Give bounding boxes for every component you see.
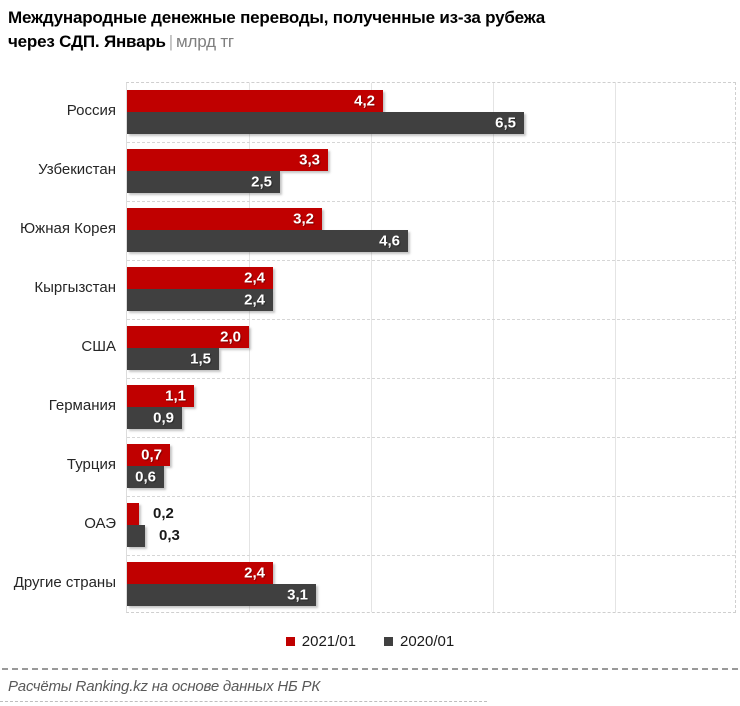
- source-note: Расчёты Ranking.kz на основе данных НБ Р…: [8, 678, 320, 695]
- value-label: 4,2: [354, 92, 375, 110]
- legend-label: 2020/01: [400, 633, 455, 650]
- chart-title-line1: Международные денежные переводы, получен…: [8, 8, 546, 27]
- category-separator-line: [127, 319, 735, 320]
- bar-2020: 3,1: [127, 584, 316, 606]
- value-label: 2,5: [251, 173, 272, 191]
- chart-title-line2: через СДП. Январь: [8, 32, 166, 51]
- category-separator-line: [127, 260, 735, 261]
- bar-2021: 3,3: [127, 149, 328, 171]
- category-label: Южная Корея: [20, 220, 116, 237]
- category-separator-line: [127, 142, 735, 143]
- bar-row: 1,1 0,9: [127, 378, 735, 437]
- value-label: 3,2: [293, 210, 314, 228]
- bar-2021: 0,7: [127, 444, 170, 466]
- value-label: 2,4: [244, 291, 265, 309]
- category-separator-line: [127, 555, 735, 556]
- category-label: США: [81, 338, 116, 355]
- bar-2020: [127, 525, 145, 547]
- bar-2021: [127, 503, 139, 525]
- bar-2020: 2,4: [127, 289, 273, 311]
- value-label: 1,5: [190, 350, 211, 368]
- plot-area: 4,2 6,5 3,3 2,5 3,2 4,6 2,4 2,4 2,0 1,5 1,1 0,9 0,7 0…: [126, 82, 736, 613]
- legend-item: 2021/01: [285, 633, 356, 650]
- category-label: Кыргызстан: [34, 279, 116, 296]
- bar-chart: 4,2 6,5 3,3 2,5 3,2 4,6 2,4 2,4 2,0 1,5 1,1 0,9 0,7 0…: [0, 82, 740, 613]
- value-label: 0,6: [135, 468, 156, 486]
- bar-row: 4,2 6,5: [127, 83, 735, 142]
- category-separator-line: [127, 496, 735, 497]
- category-label: Германия: [48, 397, 116, 414]
- bar-2021: 1,1: [127, 385, 194, 407]
- bar-row: 2,0 1,5: [127, 319, 735, 378]
- bar-2020: 0,6: [127, 466, 164, 488]
- value-label: 0,9: [153, 409, 174, 427]
- chart-title: Международные денежные переводы, получен…: [8, 6, 668, 54]
- bar-2020: 6,5: [127, 112, 524, 134]
- value-label: 2,4: [244, 269, 265, 287]
- bar-row: 2,4 3,1: [127, 555, 735, 614]
- legend-swatch-icon: [384, 637, 393, 646]
- bar-2021: 4,2: [127, 90, 383, 112]
- legend-item: 2020/01: [384, 633, 454, 650]
- category-separator-line: [127, 378, 735, 379]
- value-label: 6,5: [495, 114, 516, 132]
- category-label: ОАЭ: [84, 515, 116, 532]
- value-label: 3,1: [287, 586, 308, 604]
- bar-row: 2,4 2,4: [127, 260, 735, 319]
- title-separator: |: [168, 32, 173, 51]
- bar-2021: 2,0: [127, 326, 249, 348]
- value-label: 4,6: [379, 232, 400, 250]
- bar-row: 0,2 0,3: [127, 496, 735, 555]
- value-label: 3,3: [299, 151, 320, 169]
- vertical-gridline: [249, 83, 250, 612]
- legend: 2021/01 2020/01: [0, 633, 740, 650]
- category-separator-line: [127, 437, 735, 438]
- category-separator-line: [127, 201, 735, 202]
- bar-2021: 2,4: [127, 562, 273, 584]
- bar-2021: 3,2: [127, 208, 322, 230]
- bar-row: 3,3 2,5: [127, 142, 735, 201]
- vertical-gridline: [371, 83, 372, 612]
- bar-2020: 0,9: [127, 407, 182, 429]
- bottom-dashed-line: [0, 701, 487, 702]
- value-label: 0,2: [153, 505, 174, 522]
- bar-2020: 4,6: [127, 230, 408, 252]
- category-label: Другие страны: [13, 574, 116, 591]
- category-label: Россия: [66, 102, 116, 119]
- vertical-gridline: [493, 83, 494, 612]
- value-label: 2,0: [220, 328, 241, 346]
- value-label: 2,4: [244, 564, 265, 582]
- vertical-gridline: [615, 83, 616, 612]
- category-label: Узбекистан: [38, 161, 116, 178]
- value-label: 0,3: [159, 527, 180, 544]
- bar-2020: 1,5: [127, 348, 219, 370]
- bar-row: 0,7 0,6: [127, 437, 735, 496]
- chart-unit-label: млрд тг: [176, 32, 234, 51]
- bar-row: 3,2 4,6: [127, 201, 735, 260]
- legend-label: 2021/01: [301, 633, 356, 650]
- bar-2021: 2,4: [127, 267, 273, 289]
- value-label: 1,1: [165, 387, 186, 405]
- bar-2020: 2,5: [127, 171, 280, 193]
- legend-swatch-icon: [285, 637, 295, 646]
- footer-divider: [2, 668, 738, 670]
- category-label: Турция: [66, 456, 116, 473]
- value-label: 0,7: [141, 446, 162, 464]
